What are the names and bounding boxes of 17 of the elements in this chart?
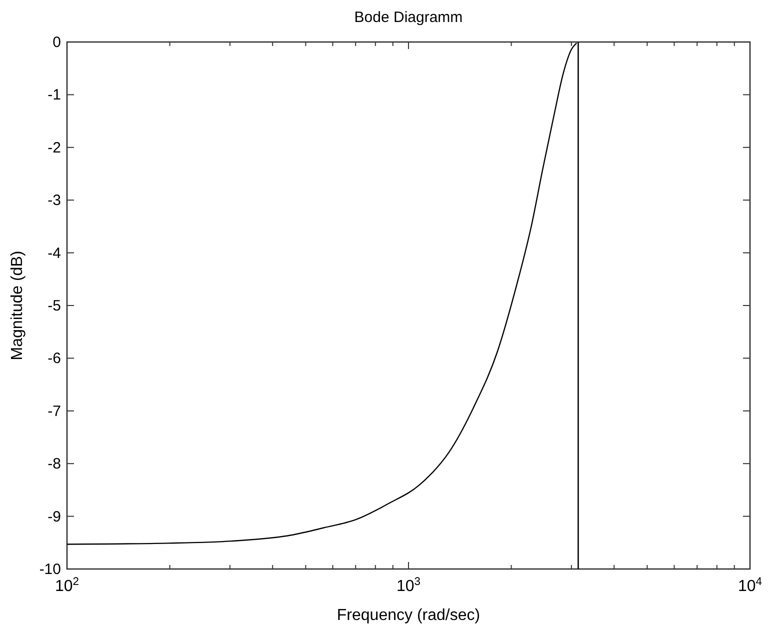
y-tick-label: -6 xyxy=(48,350,61,368)
y-tick-label: -10 xyxy=(39,561,61,578)
y-tick-label: -5 xyxy=(48,298,61,314)
y-tick-label: -1 xyxy=(48,86,61,104)
y-axis-title: Magnitude (dB) xyxy=(9,250,26,360)
chart-title: Bode Diagramm xyxy=(354,9,463,26)
y-tick-label: -4 xyxy=(48,244,61,262)
x-tick-label: 10$^{3}$ xyxy=(396,576,421,595)
y-tick-label: -8 xyxy=(48,456,61,473)
y-tick-label: 0 xyxy=(52,34,61,51)
y-tick-label: -3 xyxy=(48,192,61,210)
y-tick-label: -9 xyxy=(48,508,61,526)
x-tick-label: 10$^{4}$ xyxy=(738,576,762,595)
y-tick-label: -7 xyxy=(48,402,61,420)
x-axis-title: Frequency (rad/sec) xyxy=(336,607,480,624)
x-tick-label: 10$^{2}$ xyxy=(54,576,80,595)
y-tick-label: -2 xyxy=(48,139,61,156)
